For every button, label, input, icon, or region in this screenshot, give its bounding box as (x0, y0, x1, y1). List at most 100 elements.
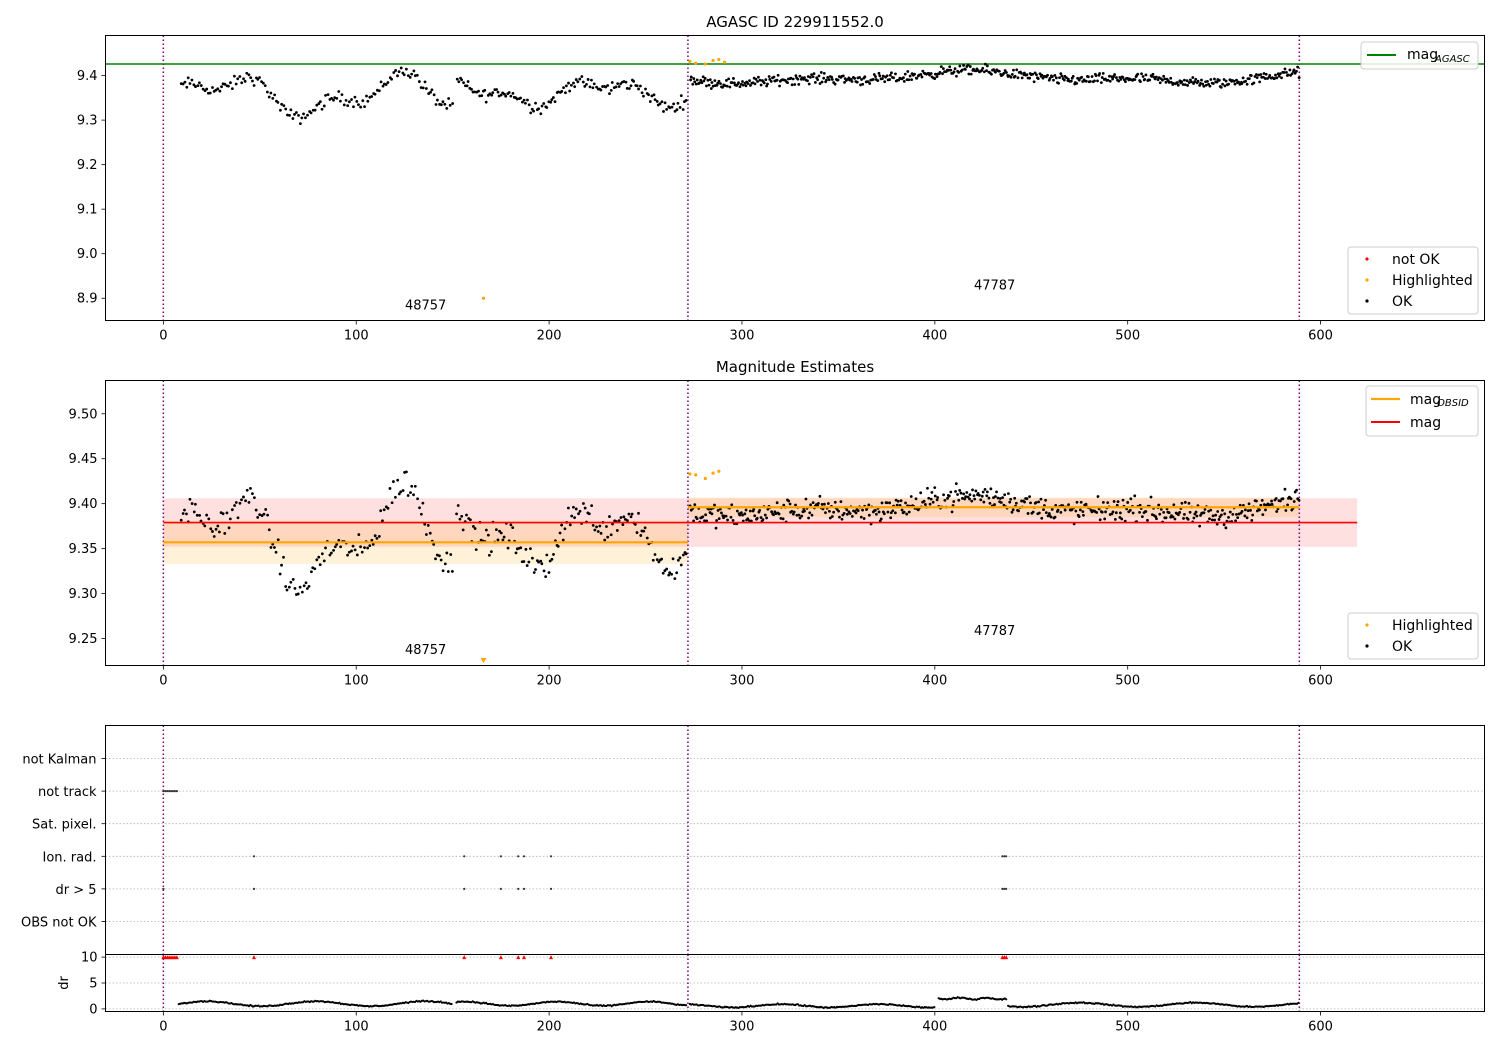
ok-point (399, 490, 403, 494)
ok-point (947, 68, 950, 72)
ok-point (361, 99, 365, 103)
ok-point (1262, 72, 1266, 75)
legend-label-obsid-mag: mag (1410, 392, 1441, 408)
ok-point (644, 87, 647, 91)
ok-point (1172, 503, 1176, 507)
ok-point (1059, 72, 1063, 76)
ok-point (293, 112, 296, 116)
dr-capped-point (522, 955, 527, 960)
ok-point (974, 489, 978, 493)
ok-point (244, 499, 247, 503)
ok-point (582, 502, 585, 505)
ok-point (439, 558, 443, 562)
ok-point (1060, 74, 1064, 78)
ok-point (777, 512, 781, 516)
ok-point (243, 79, 247, 83)
legend-label-not-ok: not OK (1392, 252, 1440, 268)
ok-point (1176, 513, 1180, 517)
flag-point (1003, 855, 1006, 858)
ok-point (1176, 81, 1179, 84)
ok-point (585, 83, 588, 86)
y-tick-label: 9.35 (69, 542, 98, 557)
dr-capped-point (1004, 955, 1009, 960)
ok-point (1054, 76, 1058, 80)
ok-point (948, 65, 952, 69)
ok-point (269, 546, 273, 549)
ok-point (943, 499, 947, 502)
ok-point (502, 92, 506, 96)
ok-point (1163, 77, 1167, 81)
x-tick-label: 500 (1115, 674, 1140, 689)
ok-point (693, 503, 697, 507)
ok-point (1117, 79, 1121, 83)
ok-point (205, 513, 209, 517)
ok-point (859, 83, 862, 87)
ok-point (629, 84, 633, 88)
ok-point (249, 76, 253, 80)
ok-point (1077, 78, 1081, 82)
ok-point (293, 587, 297, 590)
ok-point (590, 78, 593, 82)
flag-point (166, 790, 169, 793)
ok-point (655, 100, 659, 103)
x-tick-label: 0 (159, 674, 167, 689)
flag-point (252, 855, 256, 858)
flag-point (168, 790, 171, 793)
ok-point (698, 81, 701, 85)
ok-point (892, 76, 896, 80)
ok-point (891, 509, 895, 513)
ok-point (370, 538, 374, 542)
ok-point (282, 104, 286, 108)
ok-point (765, 516, 768, 520)
ok-point (1093, 79, 1096, 83)
ok-point (903, 72, 907, 76)
ok-point (1297, 76, 1301, 80)
ok-point (979, 498, 983, 502)
ok-point (399, 66, 403, 70)
legend-box (1360, 41, 1479, 70)
ok-point (955, 74, 958, 78)
agasc-magnitude-panel: AGASC ID 229911552.0 0 100 200 300 400 500 600… (77, 13, 1485, 344)
ok-point (335, 96, 339, 100)
ok-point (715, 83, 719, 87)
ok-point (1084, 79, 1088, 83)
ok-point (822, 76, 826, 80)
ok-point (922, 499, 926, 503)
ok-point (1114, 76, 1118, 79)
ok-point (741, 519, 745, 523)
ok-point (1246, 509, 1250, 512)
ok-point (1274, 73, 1277, 77)
ok-point (798, 516, 802, 520)
ok-point (809, 503, 813, 507)
obs-id-label: 48757 (405, 643, 446, 658)
ok-point (547, 571, 551, 574)
ok-point (1129, 497, 1133, 501)
ok-point (816, 78, 820, 82)
ok-point (379, 80, 383, 84)
ok-point (989, 487, 993, 491)
ok-point (1252, 81, 1256, 85)
ok-point (1084, 502, 1088, 506)
ok-point (741, 83, 745, 87)
ok-point (1238, 503, 1242, 507)
ok-point (673, 109, 677, 113)
ok-point (1213, 518, 1217, 522)
ok-point (624, 80, 628, 84)
ok-point (310, 570, 313, 574)
ok-point (394, 69, 398, 72)
ok-point (961, 496, 964, 500)
ok-point (849, 77, 853, 81)
ok-point (888, 78, 892, 81)
ok-point (225, 511, 229, 515)
ok-point (735, 509, 739, 513)
flag-point (164, 790, 167, 793)
ok-point (462, 81, 465, 85)
flag-point (463, 887, 466, 891)
ok-point (397, 70, 401, 74)
ok-point (286, 113, 289, 117)
ok-point (193, 502, 197, 506)
ok-point (339, 545, 343, 549)
ok-point (877, 71, 881, 75)
ok-point (428, 531, 432, 535)
ok-point (1277, 74, 1281, 78)
